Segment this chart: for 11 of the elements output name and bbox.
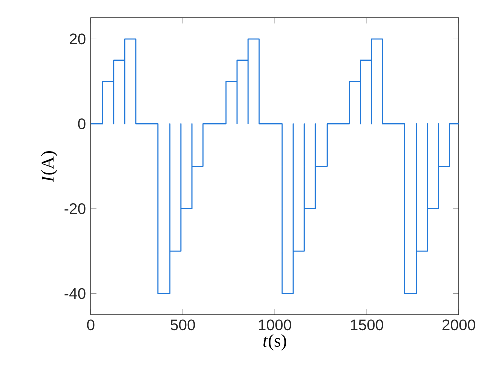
y-tick-label: 0: [78, 118, 86, 130]
x-axis-title: t(s): [264, 334, 286, 351]
y-tick-label: -40: [64, 288, 86, 300]
y-axis-title: I(A): [41, 151, 58, 182]
x-tick-label: 0: [87, 320, 95, 331]
y-tick-label: 20: [70, 34, 86, 45]
x-tick-label: 1500: [351, 320, 384, 331]
x-tick-label: 1000: [259, 320, 292, 331]
y-tick-label: -20: [64, 204, 86, 214]
x-tick-label: 500: [170, 320, 196, 331]
x-tick-label: 2000: [442, 320, 476, 331]
